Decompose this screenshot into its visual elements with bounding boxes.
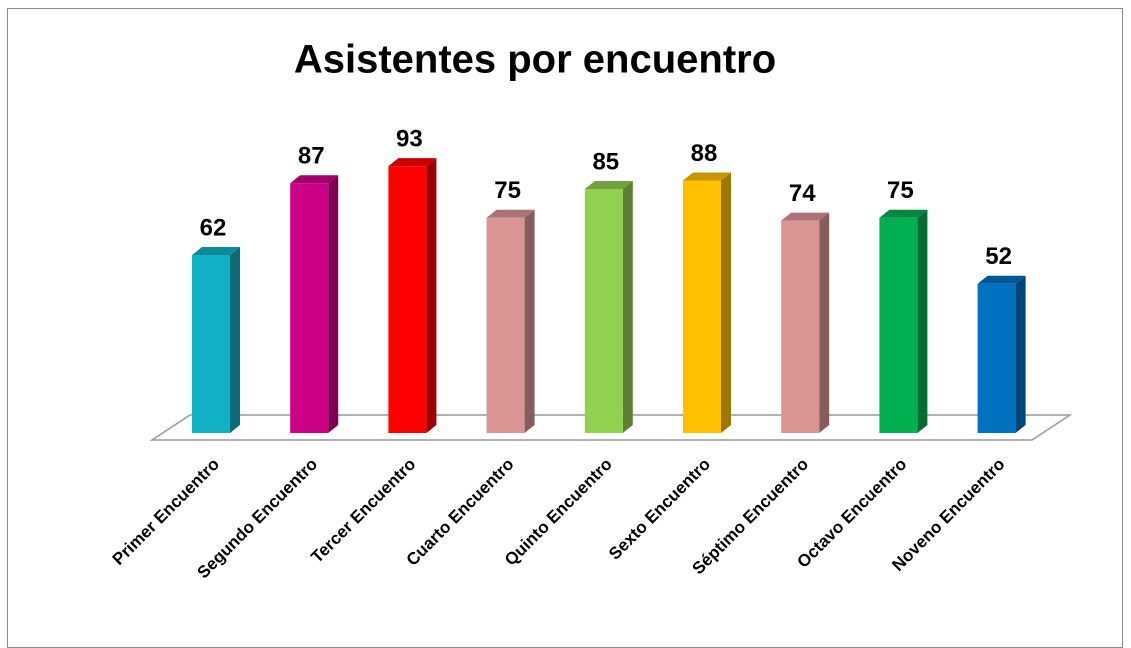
bar-top <box>683 172 731 181</box>
data-label: 74 <box>789 180 816 207</box>
bar <box>388 158 437 433</box>
bar-front <box>683 180 721 433</box>
data-label: 75 <box>494 177 521 204</box>
bar-front <box>879 217 918 433</box>
bar-side <box>622 181 633 433</box>
bar <box>290 175 339 433</box>
bar-front <box>192 255 230 433</box>
bar <box>781 212 830 433</box>
bar <box>879 209 928 433</box>
bar <box>683 172 731 433</box>
bar-side <box>917 209 928 433</box>
bar-front <box>486 217 525 433</box>
bar-top <box>781 212 830 221</box>
bar-top <box>290 175 339 184</box>
bar-front <box>388 166 427 433</box>
bar-front <box>584 189 623 433</box>
data-label: 62 <box>200 214 227 241</box>
bar-front <box>977 283 1016 433</box>
bar-side <box>819 212 830 433</box>
bar-front <box>781 220 820 433</box>
bar-front <box>290 183 329 433</box>
bar-side <box>1015 275 1026 433</box>
bar <box>192 247 240 433</box>
bar-side <box>328 175 339 433</box>
bar-top <box>486 209 535 218</box>
bar-top <box>388 158 437 167</box>
data-label: 75 <box>887 177 914 204</box>
bar-side <box>426 158 437 433</box>
bar <box>977 275 1026 433</box>
chart-border <box>7 8 1123 648</box>
bar-side <box>524 209 535 433</box>
chart-title: Asistentes por encuentro <box>294 38 776 82</box>
bar-side <box>721 172 731 433</box>
data-label: 88 <box>691 140 718 167</box>
bar <box>584 181 633 433</box>
bar-side <box>230 247 240 433</box>
bar-top <box>977 275 1026 284</box>
bar-top <box>584 181 633 190</box>
bar-top <box>879 209 928 218</box>
data-label: 93 <box>396 125 423 152</box>
data-label: 85 <box>592 148 619 175</box>
bar <box>486 209 535 433</box>
bar-top <box>192 247 240 256</box>
data-label: 52 <box>985 243 1012 270</box>
data-label: 87 <box>298 143 325 170</box>
